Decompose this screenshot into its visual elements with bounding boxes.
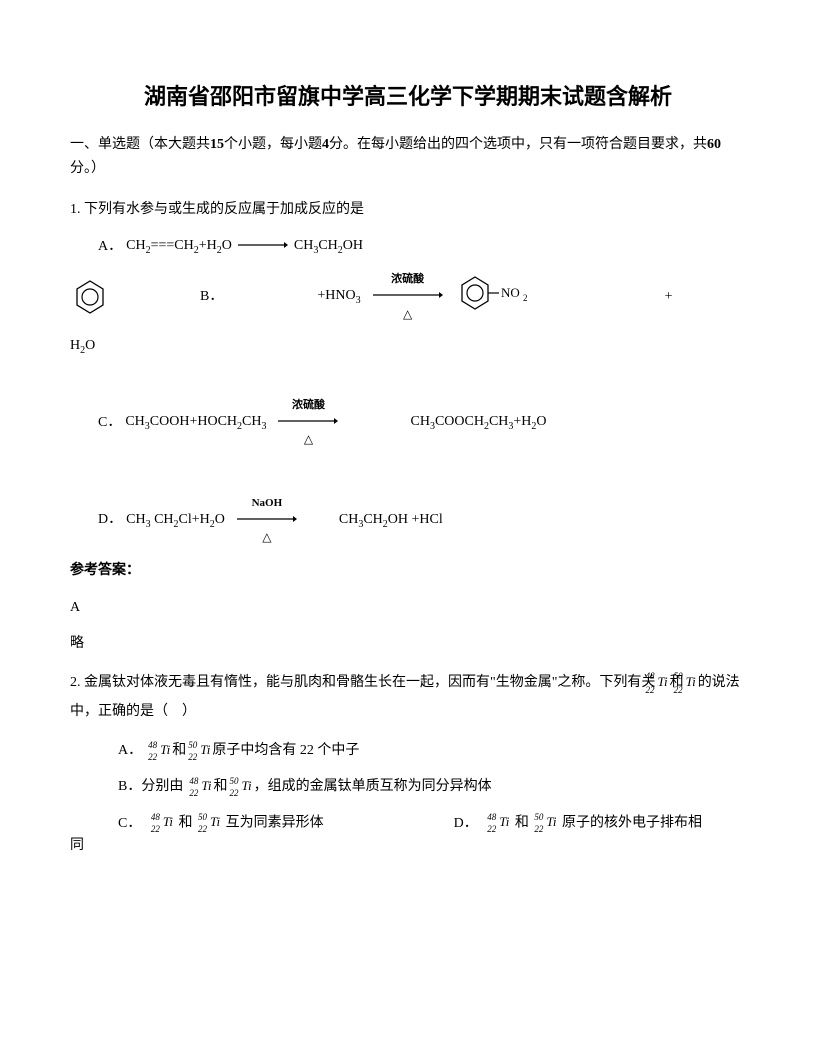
nitrobenzene-icon: NO 2: [455, 273, 535, 321]
section-header: 一、单选题（本大题共15个小题，每小题4分。在每小题给出的四个选项中，只有一项符…: [70, 133, 746, 181]
isotope-48: 4822Ti: [163, 812, 173, 834]
reactant: CH2===CH2+H2O: [126, 235, 232, 259]
answer-note: 略: [70, 633, 746, 655]
isotope-50: 5022Ti: [686, 669, 696, 697]
q1-option-b-cont: H2O: [70, 335, 746, 359]
isotope-50: 5022Ti: [546, 812, 556, 834]
q1-option-b: B． +HNO3 浓硫酸 △ NO 2 +: [70, 273, 746, 321]
answer-section: 参考答案： A 略: [70, 560, 746, 655]
option-label: A．: [118, 740, 142, 762]
reagent: +HNO3: [317, 285, 360, 309]
isotope-50: 5022Ti: [241, 776, 251, 798]
condition-arrow: 浓硫酸 △: [278, 399, 338, 447]
answer-value: A: [70, 597, 746, 619]
plus: +: [665, 286, 673, 308]
question-1: 1. 下列有水参与或生成的反应属于加成反应的是 A． CH2===CH2+H2O…: [70, 199, 746, 545]
condition-arrow: NaOH △: [237, 497, 297, 545]
product: CH3CH2OH: [294, 235, 363, 259]
question-1-text: 1. 下列有水参与或生成的反应属于加成反应的是: [70, 199, 746, 221]
isotope-48: 4822Ti: [160, 740, 170, 762]
arrow-icon: [238, 236, 288, 258]
q2-option-d-cont: 同: [70, 835, 746, 857]
svg-text:NO: NO: [501, 285, 520, 300]
isotope-48: 4822Ti: [499, 812, 509, 834]
q2-option-d: D． 4822Ti 和 5022Ti 原子的核外电子排布相: [454, 812, 702, 835]
question-2: 2. 金属钛对体液无毒且有惰性，能与肌肉和骨骼生长在一起，因而有"生物金属"之称…: [70, 669, 746, 857]
answer-label: 参考答案：: [70, 560, 746, 582]
option-label: B．分别由: [118, 776, 183, 798]
product: CH3COOCH2CH3+H2O: [410, 411, 546, 435]
q2-option-b: B．分别由 4822Ti 和 5022Ti ，组成的金属钛单质互称为同分异构体: [118, 776, 746, 798]
isotope-50: 5022Ti: [210, 812, 220, 834]
isotope-48: 4822Ti: [201, 776, 211, 798]
question-2-text: 2. 金属钛对体液无毒且有惰性，能与肌肉和骨骼生长在一起，因而有"生物金属"之称…: [70, 669, 746, 725]
isotope-50: 5022Ti: [200, 740, 210, 762]
q1-option-c: C． CH3COOH+HOCH2CH3 浓硫酸 △ CH3COOCH2CH3+H…: [98, 399, 746, 447]
reactant: CH3 CH2Cl+H2O: [126, 509, 225, 533]
option-label: D．: [454, 816, 478, 831]
isotope-48: 4822Ti: [657, 669, 667, 697]
q2-option-cd-row: C． 4822Ti 和 5022Ti 互为同素异形体 D． 4822Ti 和 5…: [118, 812, 746, 835]
reactant: CH3COOH+HOCH2CH3: [125, 411, 266, 435]
option-label: B．: [200, 286, 223, 308]
option-label: D．: [98, 509, 122, 531]
q2-option-c: C． 4822Ti 和 5022Ti 互为同素异形体: [118, 812, 324, 835]
page-title: 湖南省邵阳市留旗中学高三化学下学期期末试题含解析: [70, 80, 746, 113]
option-label: C．: [118, 816, 141, 831]
option-label: A．: [98, 236, 122, 258]
condition-arrow: 浓硫酸 △: [373, 273, 443, 321]
q1-option-d: D． CH3 CH2Cl+H2O NaOH △ CH3CH2OH +HCl: [98, 497, 746, 545]
option-label: C．: [98, 412, 121, 434]
q2-option-a: A． 4822Ti 和 5022Ti 原子中均含有 22 个中子: [118, 740, 746, 762]
benzene-icon: [70, 277, 110, 317]
q1-option-a: A． CH2===CH2+H2O CH3CH2OH: [98, 235, 746, 259]
product: CH3CH2OH +HCl: [339, 509, 443, 533]
svg-text:2: 2: [523, 293, 528, 303]
